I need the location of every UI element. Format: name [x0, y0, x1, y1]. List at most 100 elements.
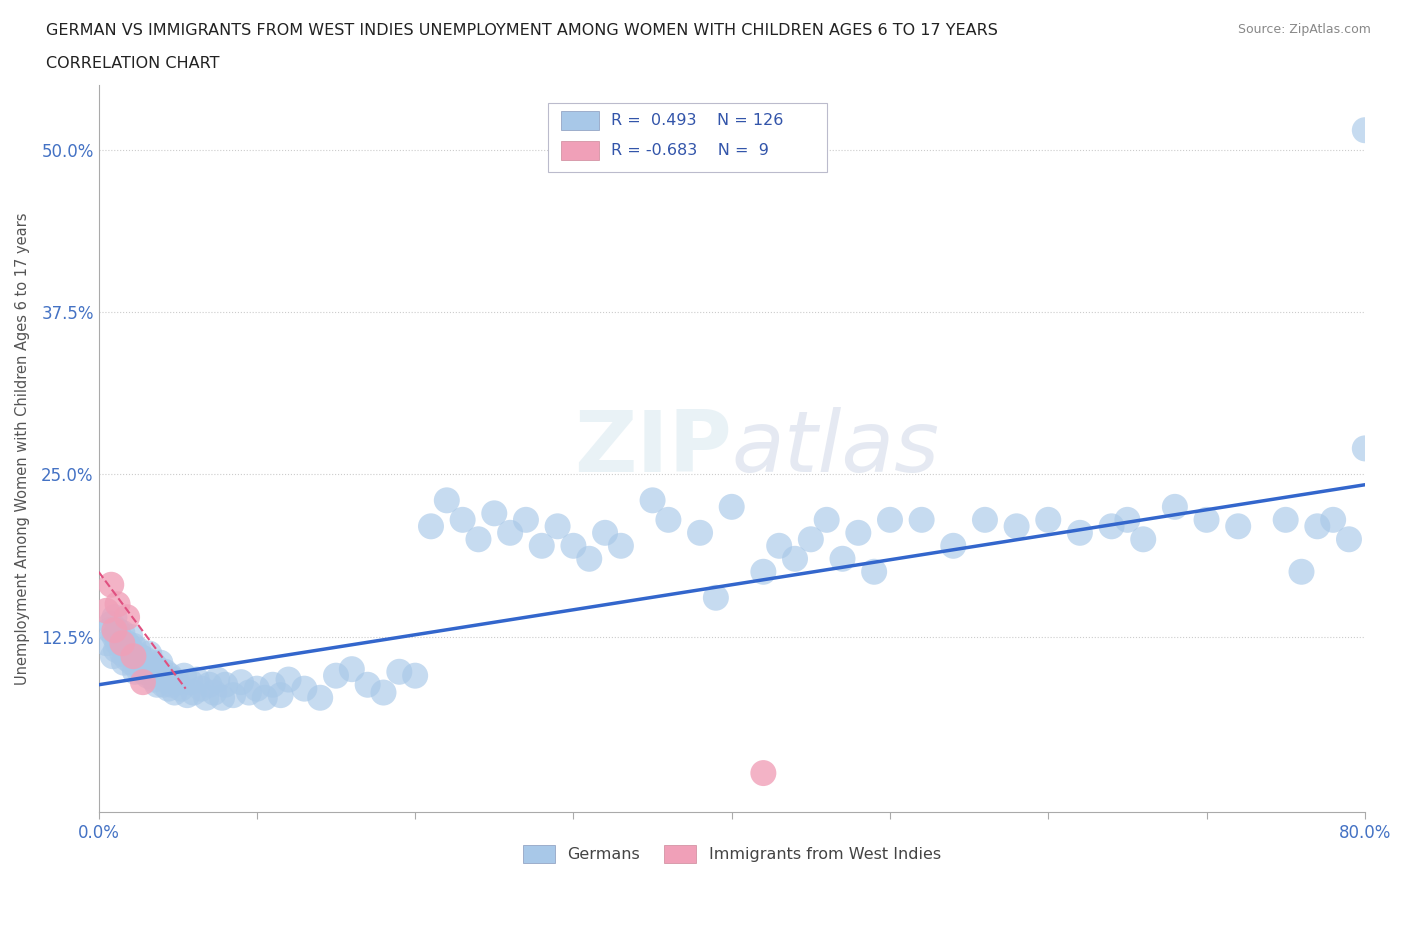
Point: [340, 662, 363, 677]
Point: [118, 638, 141, 653]
Point: [547, 519, 569, 534]
Point: [720, 499, 742, 514]
Point: [246, 681, 269, 696]
Point: [800, 532, 823, 547]
Point: [942, 538, 965, 553]
Point: [262, 677, 284, 692]
Point: [128, 649, 150, 664]
Point: [163, 685, 186, 700]
Point: [752, 565, 775, 579]
Point: [103, 623, 125, 638]
Point: [96, 636, 118, 651]
Point: [202, 685, 225, 700]
Point: [846, 525, 869, 540]
Point: [1291, 565, 1313, 579]
Point: [1227, 519, 1250, 534]
Point: [112, 656, 135, 671]
Point: [356, 677, 378, 692]
Bar: [561, 141, 599, 160]
Point: [103, 610, 125, 625]
Point: [105, 643, 128, 658]
Point: [101, 649, 124, 664]
Point: [186, 672, 208, 687]
Point: [211, 690, 233, 705]
Point: [150, 669, 173, 684]
Point: [974, 512, 997, 527]
Point: [114, 643, 136, 658]
Point: [143, 672, 166, 687]
Point: [100, 617, 122, 631]
Point: [404, 669, 426, 684]
Point: [115, 636, 138, 651]
Point: [198, 677, 221, 692]
Point: [166, 675, 188, 690]
Point: [388, 664, 411, 679]
Point: [420, 519, 443, 534]
Point: [704, 591, 727, 605]
FancyBboxPatch shape: [548, 103, 827, 172]
Point: [207, 672, 229, 687]
Point: [436, 493, 458, 508]
Point: [152, 677, 174, 692]
Point: [122, 646, 145, 661]
Point: [136, 669, 159, 684]
Point: [100, 578, 122, 592]
Text: atlas: atlas: [731, 407, 939, 490]
Text: R =  0.493    N = 126: R = 0.493 N = 126: [612, 113, 783, 128]
Point: [153, 664, 176, 679]
Point: [1322, 512, 1344, 527]
Point: [1038, 512, 1060, 527]
Point: [111, 625, 134, 640]
Point: [641, 493, 664, 508]
Point: [768, 538, 790, 553]
Y-axis label: Unemployment Among Women with Children Ages 6 to 17 years: Unemployment Among Women with Children A…: [15, 212, 30, 684]
Text: Source: ZipAtlas.com: Source: ZipAtlas.com: [1237, 23, 1371, 36]
Point: [111, 636, 134, 651]
Point: [879, 512, 901, 527]
Point: [657, 512, 679, 527]
Point: [1195, 512, 1218, 527]
Point: [190, 681, 212, 696]
Point: [149, 656, 172, 671]
Point: [752, 765, 775, 780]
Point: [270, 687, 292, 702]
Point: [309, 690, 332, 705]
Point: [610, 538, 633, 553]
Point: [173, 669, 195, 684]
Point: [108, 630, 131, 644]
Text: R = -0.683    N =  9: R = -0.683 N = 9: [612, 143, 769, 158]
Point: [115, 651, 138, 666]
Point: [689, 525, 711, 540]
Point: [107, 597, 129, 612]
Point: [1069, 525, 1091, 540]
Point: [156, 672, 179, 687]
Point: [110, 638, 132, 653]
Point: [124, 664, 146, 679]
Point: [578, 551, 600, 566]
Point: [562, 538, 585, 553]
Point: [515, 512, 537, 527]
Point: [1354, 123, 1376, 138]
Point: [911, 512, 934, 527]
Point: [1337, 532, 1360, 547]
Point: [127, 643, 149, 658]
Point: [1164, 499, 1187, 514]
Point: [176, 687, 198, 702]
Point: [127, 662, 149, 677]
Point: [530, 538, 553, 553]
Point: [195, 690, 218, 705]
Point: [139, 664, 162, 679]
Point: [160, 677, 183, 692]
Point: [373, 685, 395, 700]
Point: [141, 656, 163, 671]
Point: [145, 659, 167, 674]
Point: [325, 669, 347, 684]
Point: [1132, 532, 1154, 547]
Point: [1116, 512, 1139, 527]
Point: [783, 551, 806, 566]
Point: [214, 677, 236, 692]
Point: [292, 681, 315, 696]
Legend: Germans, Immigrants from West Indies: Germans, Immigrants from West Indies: [516, 838, 948, 870]
Point: [135, 659, 157, 674]
Point: [122, 638, 145, 653]
